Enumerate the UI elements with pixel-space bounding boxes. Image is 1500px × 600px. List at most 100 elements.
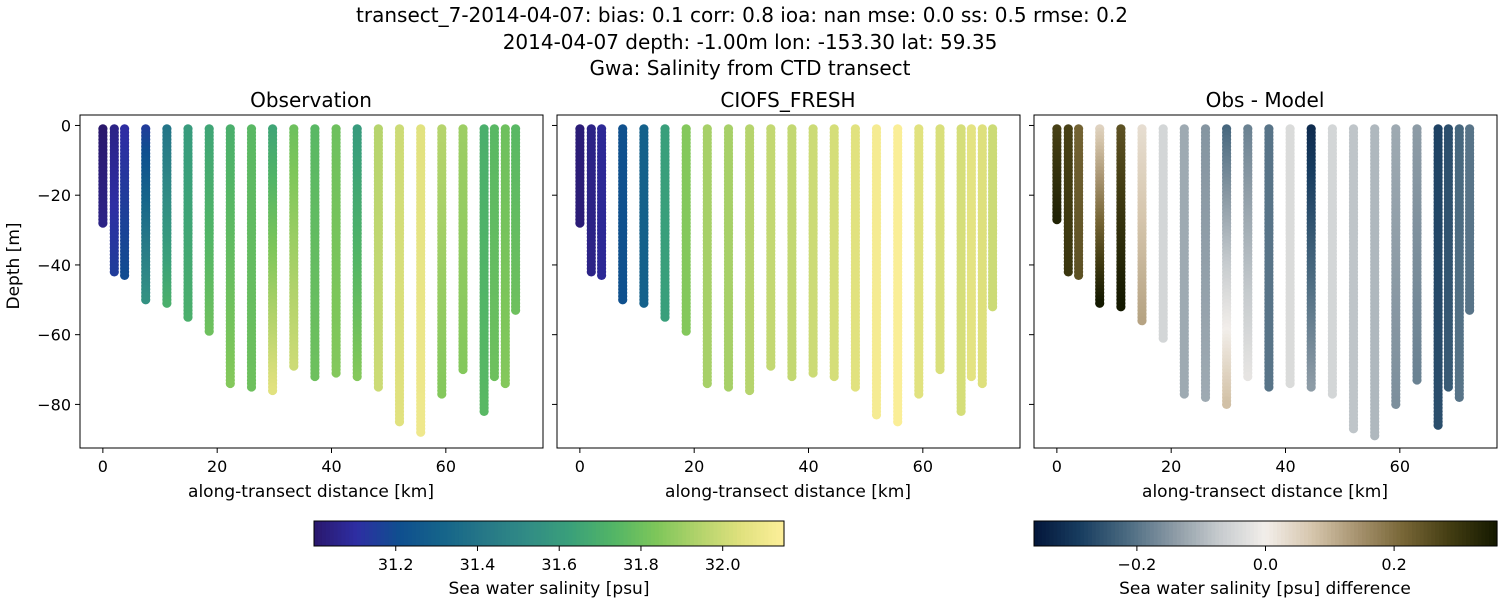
panel-difference: Obs - Model 0 20 40 60 along-transect dista…	[1029, 88, 1498, 502]
colorbar-segment	[517, 521, 523, 546]
difference-profile	[1264, 124, 1274, 392]
difference-axes-frame	[1033, 114, 1498, 449]
x-tick-label: 40	[321, 457, 341, 476]
colorbar-segment	[772, 521, 777, 546]
colorbar-segment	[1118, 521, 1124, 546]
x-tick-label: 0	[1052, 457, 1062, 476]
difference-y-ticks	[1029, 124, 1034, 405]
observation-axes-frame	[79, 114, 544, 449]
observation-profile	[120, 124, 130, 280]
data-point	[1137, 316, 1147, 326]
data-point	[416, 427, 426, 437]
colorbar-segment	[1057, 521, 1062, 546]
colorbar-segment	[1072, 521, 1078, 546]
colorbar-segment	[1458, 521, 1463, 546]
colorbar-segment	[1381, 521, 1386, 546]
colorbar-segment	[1142, 521, 1147, 546]
colorbar-segment	[1184, 521, 1189, 546]
colorbar-segment	[502, 521, 507, 546]
model-axes-frame	[556, 114, 1021, 449]
colorbar-segment	[1473, 521, 1479, 546]
colorbar-segment	[1153, 521, 1159, 546]
data-point	[268, 385, 278, 396]
colorbar-salinity-ticks: 31.2 31.4 31.6 31.8 32.0	[378, 546, 741, 574]
observation-profile	[331, 124, 341, 378]
difference-profile	[1443, 124, 1453, 392]
colorbar-segment	[635, 521, 640, 546]
colorbar-segment	[1304, 521, 1309, 546]
observation-profile	[204, 124, 214, 336]
colorbar-segment	[584, 521, 589, 546]
colorbar-segment	[1126, 521, 1132, 546]
model-profile	[723, 124, 734, 392]
colorbar-segment	[678, 521, 683, 546]
colorbar-segment	[345, 521, 350, 546]
difference-profile	[1433, 124, 1443, 430]
data-point	[1306, 382, 1316, 392]
data-point	[1443, 382, 1453, 392]
colorbar-segment	[415, 521, 421, 546]
colorbar-segment	[1358, 521, 1363, 546]
data-point	[956, 406, 966, 416]
model-profile	[660, 124, 670, 322]
colorbar-segment	[607, 521, 613, 546]
colorbar-segment	[1361, 521, 1367, 546]
colorbar-segment	[1253, 521, 1259, 546]
colorbar-segment	[380, 521, 386, 546]
model-profile	[681, 124, 691, 336]
difference-profile	[1370, 124, 1380, 441]
model-profile	[586, 124, 596, 277]
data-point	[808, 368, 818, 378]
colorbar-tick-label: 31.8	[623, 555, 659, 574]
data-point	[1116, 302, 1126, 312]
model-profiles	[575, 124, 998, 427]
colorbar-segment	[1489, 521, 1494, 546]
data-point	[766, 361, 776, 371]
colorbar-segment	[349, 521, 354, 546]
model-y-ticks	[552, 124, 557, 405]
colorbar-tick-label: 0.0	[1253, 555, 1278, 574]
colorbar-difference-gradient	[1034, 521, 1498, 546]
colorbar-segment	[1226, 521, 1232, 546]
colorbar-segment	[462, 521, 468, 546]
colorbar-segment	[1388, 521, 1394, 546]
colorbar-segment	[709, 521, 715, 546]
colorbar-segment	[1138, 521, 1143, 546]
observation-profile	[489, 124, 499, 382]
observation-profile	[416, 124, 426, 437]
colorbar-segment	[737, 521, 742, 546]
data-point	[120, 270, 130, 280]
data-point	[1222, 399, 1232, 409]
data-point	[829, 371, 839, 382]
colorbar-segment	[619, 521, 625, 546]
difference-profile	[1306, 124, 1316, 392]
colorbar-segment	[1257, 521, 1263, 546]
colorbar-segment	[1319, 521, 1324, 546]
colorbar-segment	[1435, 521, 1440, 546]
colorbar-segment	[533, 521, 538, 546]
observation-profile	[141, 124, 151, 305]
data-point	[204, 326, 214, 336]
observation-profile	[98, 124, 108, 228]
colorbar-segment	[1265, 521, 1270, 546]
colorbar-segment	[1373, 521, 1378, 546]
colorbar-segment	[494, 521, 499, 546]
observation-y-axis-label: Depth [m]	[4, 222, 24, 309]
colorbar-segment	[1327, 521, 1332, 546]
colorbar-segment	[1230, 521, 1236, 546]
observation-profile	[479, 124, 489, 416]
data-point	[787, 371, 797, 382]
data-point	[289, 361, 299, 371]
model-profile	[935, 124, 945, 375]
x-tick-label: 40	[798, 457, 818, 476]
colorbar-segment	[768, 521, 773, 546]
colorbar-segment	[545, 521, 550, 546]
data-point	[597, 270, 607, 280]
data-point	[1264, 382, 1274, 392]
difference-profile	[1327, 124, 1337, 399]
colorbar-segment	[353, 521, 358, 546]
colorbar-segment	[1469, 521, 1475, 546]
colorbar-segment	[713, 521, 719, 546]
x-tick-label: 20	[207, 457, 227, 476]
data-point	[1074, 270, 1084, 280]
